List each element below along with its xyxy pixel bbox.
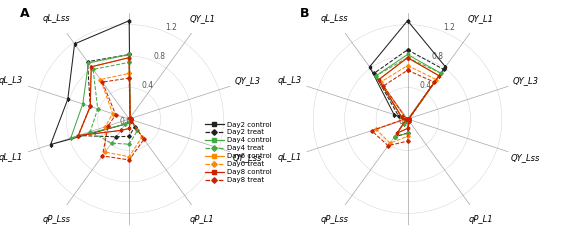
Text: A: A xyxy=(20,7,30,20)
Text: 0.0: 0.0 xyxy=(120,117,132,126)
Text: 0.0: 0.0 xyxy=(398,117,410,126)
Text: B: B xyxy=(300,7,309,20)
Legend: Day2 control, Day2 treat, Day4 control, Day4 treat, Day6 control, Day6 treat, Da: Day2 control, Day2 treat, Day4 control, … xyxy=(205,122,272,183)
